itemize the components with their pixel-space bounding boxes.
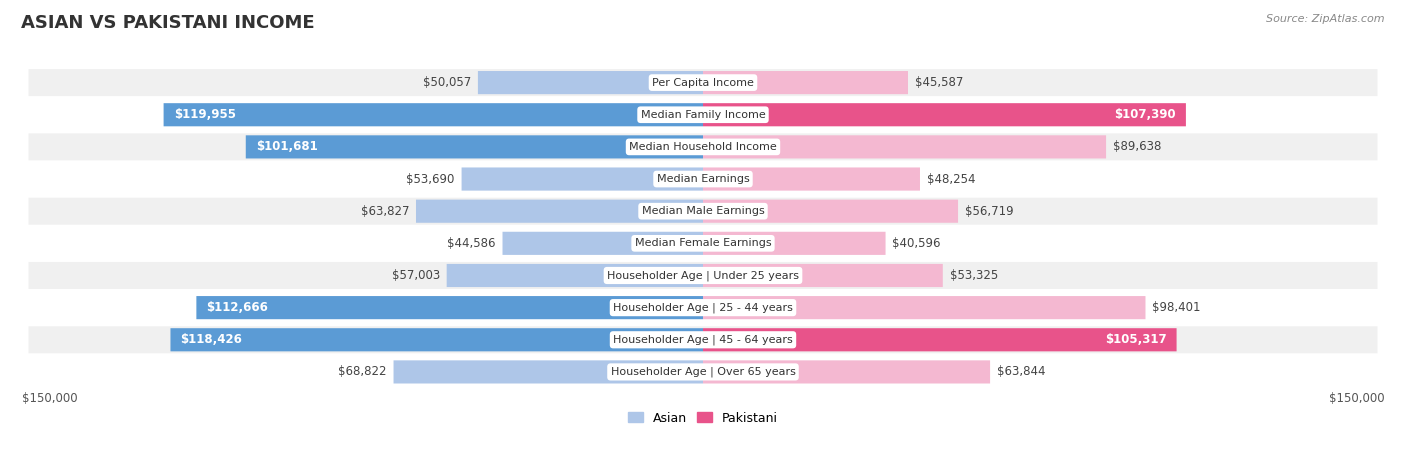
- FancyBboxPatch shape: [703, 135, 1107, 158]
- Text: Householder Age | 25 - 44 years: Householder Age | 25 - 44 years: [613, 302, 793, 313]
- FancyBboxPatch shape: [394, 361, 703, 383]
- Text: $150,000: $150,000: [1329, 392, 1385, 405]
- FancyBboxPatch shape: [28, 134, 1378, 160]
- FancyBboxPatch shape: [703, 361, 990, 383]
- Text: Householder Age | 45 - 64 years: Householder Age | 45 - 64 years: [613, 334, 793, 345]
- FancyBboxPatch shape: [197, 296, 703, 319]
- FancyBboxPatch shape: [703, 168, 920, 191]
- Text: $50,057: $50,057: [423, 76, 471, 89]
- FancyBboxPatch shape: [703, 328, 1177, 351]
- Text: $150,000: $150,000: [21, 392, 77, 405]
- FancyBboxPatch shape: [170, 328, 703, 351]
- Text: ASIAN VS PAKISTANI INCOME: ASIAN VS PAKISTANI INCOME: [21, 14, 315, 32]
- Text: $57,003: $57,003: [392, 269, 440, 282]
- FancyBboxPatch shape: [703, 103, 1185, 126]
- Text: Householder Age | Over 65 years: Householder Age | Over 65 years: [610, 367, 796, 377]
- Text: $98,401: $98,401: [1153, 301, 1201, 314]
- Text: $118,426: $118,426: [180, 333, 242, 346]
- Text: Median Family Income: Median Family Income: [641, 110, 765, 120]
- FancyBboxPatch shape: [447, 264, 703, 287]
- Text: $112,666: $112,666: [207, 301, 269, 314]
- FancyBboxPatch shape: [28, 69, 1378, 96]
- FancyBboxPatch shape: [703, 232, 886, 255]
- Text: Median Male Earnings: Median Male Earnings: [641, 206, 765, 216]
- Text: Median Earnings: Median Earnings: [657, 174, 749, 184]
- Text: $68,822: $68,822: [339, 365, 387, 378]
- FancyBboxPatch shape: [703, 264, 943, 287]
- Text: $53,690: $53,690: [406, 172, 454, 185]
- Text: $89,638: $89,638: [1112, 141, 1161, 153]
- Text: $63,827: $63,827: [361, 205, 409, 218]
- Text: Householder Age | Under 25 years: Householder Age | Under 25 years: [607, 270, 799, 281]
- FancyBboxPatch shape: [163, 103, 703, 126]
- Text: $101,681: $101,681: [256, 141, 318, 153]
- FancyBboxPatch shape: [478, 71, 703, 94]
- FancyBboxPatch shape: [28, 230, 1378, 257]
- Text: $119,955: $119,955: [174, 108, 236, 121]
- Text: $105,317: $105,317: [1105, 333, 1167, 346]
- FancyBboxPatch shape: [28, 326, 1378, 353]
- Text: Per Capita Income: Per Capita Income: [652, 78, 754, 88]
- Legend: Asian, Pakistani: Asian, Pakistani: [623, 407, 783, 430]
- Text: $53,325: $53,325: [949, 269, 998, 282]
- FancyBboxPatch shape: [28, 359, 1378, 385]
- Text: $107,390: $107,390: [1114, 108, 1175, 121]
- FancyBboxPatch shape: [703, 71, 908, 94]
- Text: $56,719: $56,719: [965, 205, 1014, 218]
- FancyBboxPatch shape: [502, 232, 703, 255]
- FancyBboxPatch shape: [703, 296, 1146, 319]
- Text: Source: ZipAtlas.com: Source: ZipAtlas.com: [1267, 14, 1385, 24]
- FancyBboxPatch shape: [703, 199, 957, 223]
- Text: Median Household Income: Median Household Income: [628, 142, 778, 152]
- FancyBboxPatch shape: [246, 135, 703, 158]
- Text: $40,596: $40,596: [893, 237, 941, 250]
- Text: $63,844: $63,844: [997, 365, 1045, 378]
- FancyBboxPatch shape: [28, 101, 1378, 128]
- FancyBboxPatch shape: [461, 168, 703, 191]
- Text: $45,587: $45,587: [915, 76, 963, 89]
- Text: $48,254: $48,254: [927, 172, 976, 185]
- Text: Median Female Earnings: Median Female Earnings: [634, 238, 772, 248]
- FancyBboxPatch shape: [28, 198, 1378, 225]
- FancyBboxPatch shape: [28, 165, 1378, 192]
- FancyBboxPatch shape: [28, 262, 1378, 289]
- FancyBboxPatch shape: [416, 199, 703, 223]
- FancyBboxPatch shape: [28, 294, 1378, 321]
- Text: $44,586: $44,586: [447, 237, 496, 250]
